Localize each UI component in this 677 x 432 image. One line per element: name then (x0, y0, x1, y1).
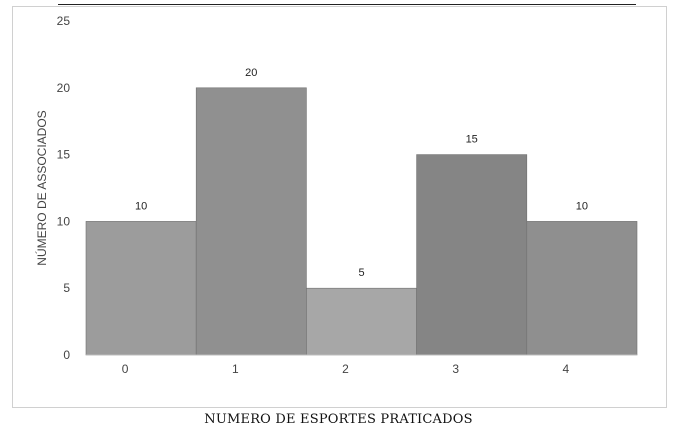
bar-data-label: 10 (135, 200, 147, 212)
y-axis-ticks: 0 5 10 15 20 25 (57, 14, 71, 362)
y-tick-label: 25 (57, 14, 71, 28)
y-tick-label: 5 (63, 281, 70, 295)
x-tick-label: 1 (232, 362, 239, 376)
bar-1 (195, 87, 307, 356)
top-rule (58, 4, 636, 5)
y-tick-label: 15 (57, 148, 71, 162)
bar-data-label: 5 (358, 267, 364, 279)
x-axis-ticks: 0 1 2 3 4 (122, 362, 570, 376)
bar-4 (526, 221, 638, 356)
bar-data-labels: 10 20 5 15 10 (135, 67, 588, 279)
y-tick-label: 20 (57, 81, 71, 95)
bar-0 (85, 221, 197, 356)
bar-data-label: 15 (466, 134, 478, 146)
x-tick-label: 4 (563, 362, 570, 376)
y-tick-label: 0 (63, 348, 70, 362)
y-tick-label: 10 (57, 214, 71, 228)
x-tick-label: 0 (122, 362, 129, 376)
bar-data-label: 20 (245, 67, 257, 79)
bars (85, 87, 638, 356)
bar-2 (306, 287, 417, 356)
x-tick-label: 3 (452, 362, 459, 376)
x-axis-title: NUMERO DE ESPORTES PRATICADOS (204, 412, 473, 427)
bar-data-label: 10 (576, 200, 588, 212)
bar-3 (416, 154, 528, 356)
x-tick-label: 2 (342, 362, 349, 376)
y-axis-title: NÚMERO DE ASSOCIADOS (34, 110, 49, 265)
